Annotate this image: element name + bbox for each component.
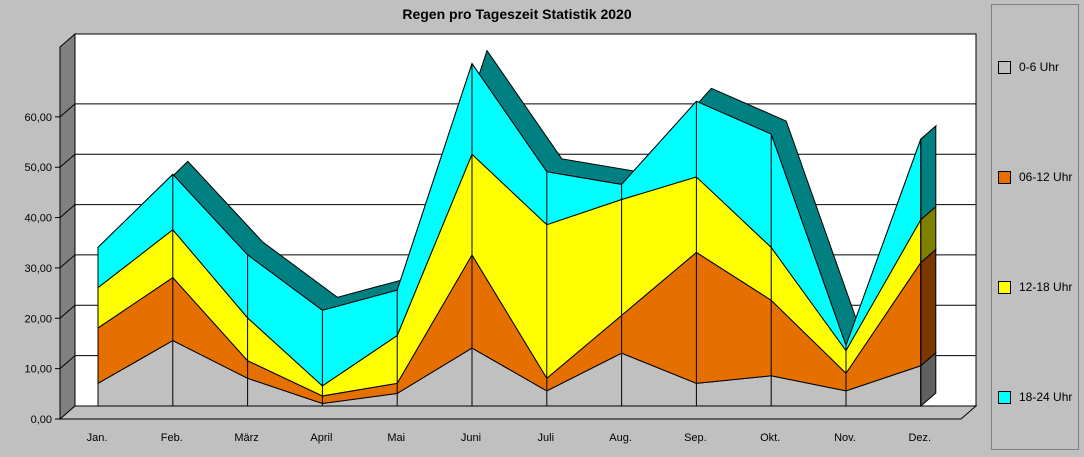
legend-swatch [998, 60, 1011, 74]
end-cap [920, 125, 937, 221]
legend-label: 12-18 Uhr [1019, 280, 1073, 294]
gridline-side [59, 103, 76, 118]
plot-left-wall [59, 32, 76, 421]
y-tick-label: 40,00 [24, 213, 52, 225]
legend-item: 0-6 Uhr [998, 59, 1059, 75]
x-tick-label: Okt. [760, 432, 780, 444]
plot-floor [58, 405, 978, 420]
y-tick-label: 50,00 [24, 162, 52, 174]
legend: 0-6 Uhr 06-12 Uhr 12-18 Uhr 18-24 Uhr [991, 4, 1079, 450]
y-tick-label: 60,00 [24, 112, 52, 124]
legend-label: 0-6 Uhr [1019, 60, 1060, 74]
x-tick-label: Jan. [87, 432, 108, 444]
x-tick-label: Sep. [684, 432, 707, 444]
legend-label: 18-24 Uhr [1019, 390, 1073, 404]
x-tick-label: Juli [538, 432, 555, 444]
end-cap [920, 248, 937, 367]
legend-swatch [998, 280, 1011, 294]
gridline-side [59, 304, 76, 319]
legend-swatch [998, 170, 1011, 184]
legend-item: 18-24 Uhr [998, 389, 1072, 405]
x-tick-label: Mai [387, 432, 405, 444]
chart-title: Regen pro Tageszeit Statistik 2020 [402, 6, 632, 22]
gridline-side [59, 204, 76, 218]
gridline-side [59, 254, 76, 269]
gridline-side [59, 355, 76, 370]
legend-item: 12-18 Uhr [998, 279, 1072, 295]
y-tick-label: 0,00 [31, 414, 52, 426]
x-tick-label: Aug. [609, 432, 632, 444]
legend-label: 06-12 Uhr [1019, 170, 1073, 184]
x-tick-label: März [234, 432, 258, 444]
x-tick-label: Feb. [161, 432, 183, 444]
gridline-side [59, 153, 76, 168]
x-tick-label: Juni [461, 432, 481, 444]
y-tick-label: 30,00 [24, 263, 52, 275]
x-tick-label: Nov. [834, 432, 856, 444]
x-tick-label: April [310, 432, 332, 444]
y-tick-label: 10,00 [24, 364, 52, 376]
x-tick-label: Dez. [908, 432, 931, 444]
y-tick-label: 20,00 [24, 313, 52, 325]
chart-plot: 0,00 10,00 20,00 30,00 40,00 50,00 60,00 Jan. Fe… [24, 32, 978, 444]
legend-swatch [998, 390, 1011, 404]
legend-item: 06-12 Uhr [998, 169, 1072, 185]
